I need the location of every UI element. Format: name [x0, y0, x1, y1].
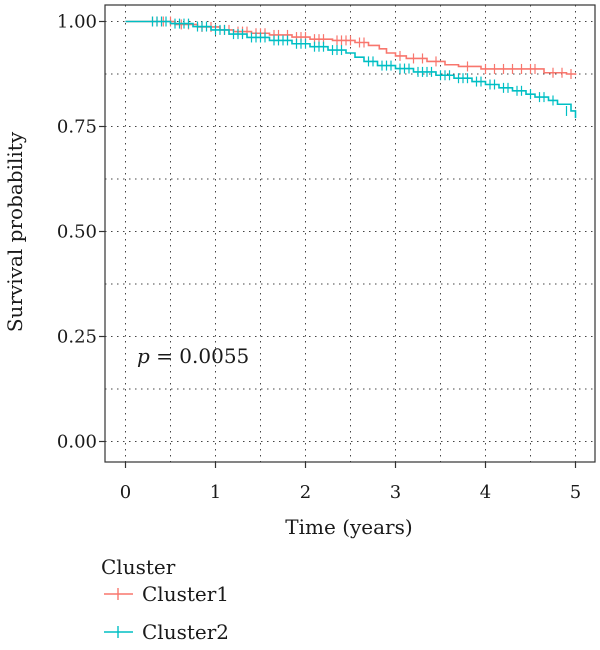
x-tick-label: 0 — [120, 482, 131, 503]
y-tick-label: 0.50 — [57, 222, 97, 243]
legend-label-cluster1: Cluster1 — [142, 582, 229, 606]
p-value-annotation: p = 0.0055 — [137, 344, 249, 368]
grid — [105, 5, 595, 462]
plot-frame — [104, 4, 596, 463]
p-value-symbol: p — [137, 344, 150, 368]
p-value-text: = 0.0055 — [150, 344, 249, 368]
y-tick-label: 1.00 — [57, 12, 97, 33]
legend-label-cluster2: Cluster2 — [142, 620, 229, 644]
series-cluster2 — [125, 16, 577, 119]
x-tick-label: 2 — [300, 482, 311, 503]
plot-border — [104, 4, 596, 463]
y-tick-label: 0.00 — [57, 432, 97, 453]
x-axis-title: Time (years) — [285, 515, 412, 539]
y-tick-label: 0.25 — [57, 327, 97, 348]
y-axis-title: Survival probability — [3, 131, 27, 332]
legend-items — [104, 588, 133, 638]
series-layer — [125, 16, 577, 119]
survival-curve-cluster2 — [125, 20, 577, 119]
x-tick-label: 4 — [480, 482, 491, 503]
legend: Cluster Cluster1 Cluster2 — [101, 555, 229, 644]
x-tick-label: 1 — [210, 482, 221, 503]
legend-key-cluster2 — [104, 626, 133, 638]
x-tick-label: 3 — [390, 482, 401, 503]
x-tick-label: 5 — [570, 482, 581, 503]
legend-key-cluster1 — [104, 588, 133, 600]
legend-title: Cluster — [101, 555, 176, 579]
y-tick-label: 0.75 — [57, 117, 97, 138]
axis-ticks: 0 1 2 3 4 5 0.00 0.25 0.50 0.75 1.00 — [57, 12, 581, 504]
